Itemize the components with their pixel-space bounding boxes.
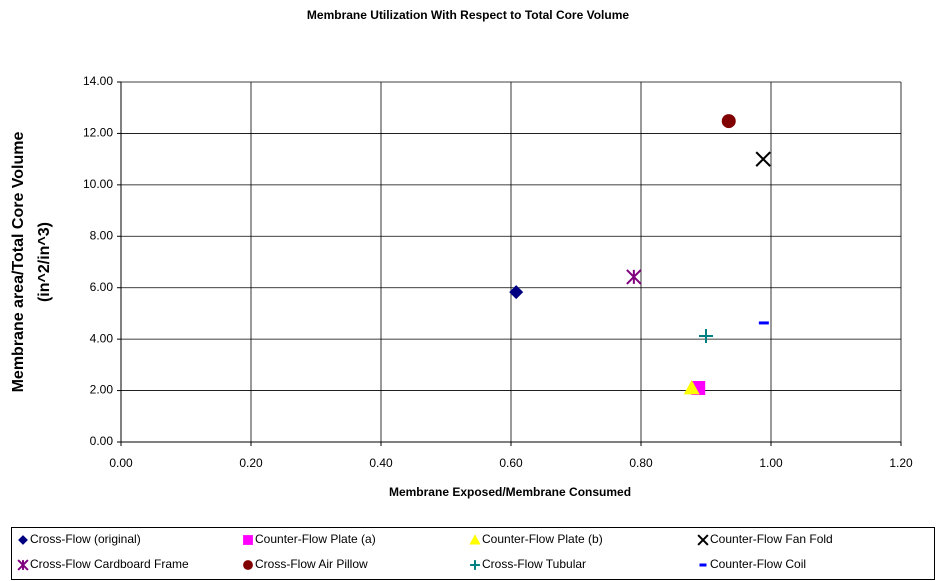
legend-label: Cross-Flow Air Pillow: [255, 557, 368, 571]
chart-title: Membrane Utilization With Respect to Tot…: [307, 8, 629, 22]
marker: [755, 151, 771, 167]
x-tick-label: 0.60: [499, 456, 523, 470]
y-tick-label: 10.00: [83, 177, 113, 191]
y-tick-label: 12.00: [83, 126, 113, 140]
marker: [697, 534, 709, 546]
x-tick-label: 0.20: [239, 456, 263, 470]
marker: [17, 559, 29, 571]
x-tick-label: 1.00: [759, 456, 783, 470]
marker: [18, 535, 28, 545]
legend-label: Cross-Flow Tubular: [482, 557, 586, 571]
marker: [699, 329, 713, 344]
y-tick-label: 8.00: [90, 228, 114, 242]
y-axis-label: Membrane area/Total Core Volume: [10, 131, 27, 392]
marker: [469, 534, 481, 545]
x-axis-label: Membrane Exposed/Membrane Consumed: [389, 485, 631, 499]
marker: [243, 535, 253, 545]
legend-label: Counter-Flow Fan Fold: [710, 532, 833, 546]
y-axis-label: (in^2/in^3): [36, 222, 53, 302]
x-tick-label: 0.00: [109, 456, 133, 470]
legend-label: Cross-Flow (original): [30, 532, 141, 546]
marker: [626, 269, 642, 285]
marker: [470, 560, 480, 570]
legend-label: Counter-Flow Plate (b): [482, 532, 603, 546]
y-tick-label: 14.00: [83, 74, 113, 88]
legend-label: Counter-Flow Plate (a): [255, 532, 376, 546]
marker: [243, 560, 253, 570]
legend-label: Counter-Flow Coil: [710, 557, 806, 571]
marker: [509, 285, 524, 300]
x-tick-label: 1.20: [889, 456, 913, 470]
x-tick-label: 0.40: [369, 456, 393, 470]
y-tick-label: 4.00: [90, 331, 114, 345]
marker: [721, 114, 736, 129]
legend-label: Cross-Flow Cardboard Frame: [30, 557, 189, 571]
y-tick-label: 0.00: [90, 434, 114, 448]
marker: [683, 380, 700, 395]
y-tick-label: 6.00: [90, 280, 114, 294]
y-tick-label: 2.00: [90, 383, 114, 397]
legend-box: [11, 527, 935, 580]
x-tick-label: 0.80: [629, 456, 653, 470]
